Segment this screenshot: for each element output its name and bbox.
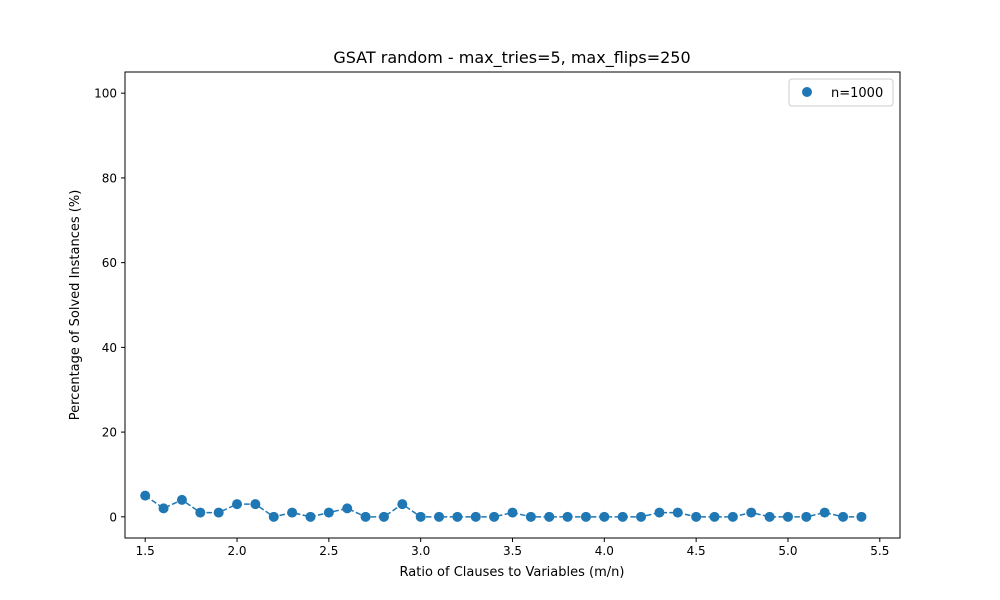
data-point — [434, 511, 445, 522]
data-point — [746, 507, 757, 518]
data-point — [397, 499, 408, 510]
data-point — [856, 511, 867, 522]
x-tick-label: 4.5 — [687, 544, 706, 558]
data-point — [709, 511, 720, 522]
y-tick-label: 40 — [102, 341, 117, 355]
data-point — [544, 511, 555, 522]
data-point — [378, 511, 389, 522]
data-point — [764, 511, 775, 522]
x-tick-label: 1.5 — [136, 544, 155, 558]
data-point — [452, 511, 463, 522]
data-point — [213, 507, 224, 518]
data-point — [287, 507, 298, 518]
legend-label: n=1000 — [831, 86, 883, 101]
data-point — [599, 511, 610, 522]
data-point — [617, 511, 628, 522]
data-point — [140, 490, 151, 501]
data-point — [268, 511, 279, 522]
data-point — [580, 511, 591, 522]
data-point — [801, 511, 812, 522]
data-point — [176, 494, 187, 505]
y-tick-label: 80 — [102, 171, 117, 185]
data-point — [305, 511, 316, 522]
data-point — [250, 499, 261, 510]
y-axis-label: Percentage of Solved Instances (%) — [68, 190, 83, 421]
series-line — [144, 495, 862, 518]
y-tick-label: 100 — [94, 87, 117, 101]
data-point — [727, 511, 738, 522]
x-tick-label: 3.0 — [411, 544, 430, 558]
data-point — [562, 511, 573, 522]
data-point — [672, 507, 683, 518]
data-point — [232, 499, 243, 510]
legend-marker — [802, 87, 812, 97]
axes-layer: 1.5 2.0 2.5 3.0 3.5 4.0 4.5 5.0 5.5 0 20 40 60 80 100 — [94, 71, 901, 558]
data-point — [195, 507, 206, 518]
x-tick-label: 5.5 — [870, 544, 889, 558]
data-point — [360, 511, 371, 522]
x-tick-label: 2.5 — [319, 544, 338, 558]
data-point — [782, 511, 793, 522]
data-point — [415, 511, 426, 522]
data-point — [342, 503, 353, 514]
chart-title: GSAT random - max_tries=5, max_flips=250 — [333, 48, 690, 68]
data-point — [323, 507, 334, 518]
y-tick-label: 20 — [102, 426, 117, 440]
series-layer — [140, 490, 867, 522]
x-axis-label: Ratio of Clauses to Variables (m/n) — [400, 565, 625, 580]
data-point — [819, 507, 830, 518]
data-point — [654, 507, 665, 518]
data-point — [158, 503, 169, 514]
y-tick-label: 60 — [102, 256, 117, 270]
legend: n=1000 — [788, 78, 894, 107]
data-point — [489, 511, 500, 522]
data-point — [838, 511, 849, 522]
x-tick-label: 3.5 — [503, 544, 522, 558]
y-tick-label: 0 — [109, 510, 117, 524]
data-point — [691, 511, 702, 522]
legend-box — [788, 78, 894, 107]
x-tick-label: 2.0 — [227, 544, 246, 558]
data-point — [636, 511, 647, 522]
data-point — [470, 511, 481, 522]
data-point — [507, 507, 518, 518]
plot-area — [125, 72, 900, 538]
data-point — [525, 511, 536, 522]
x-tick-label: 4.0 — [595, 544, 614, 558]
x-tick-label: 5.0 — [778, 544, 797, 558]
